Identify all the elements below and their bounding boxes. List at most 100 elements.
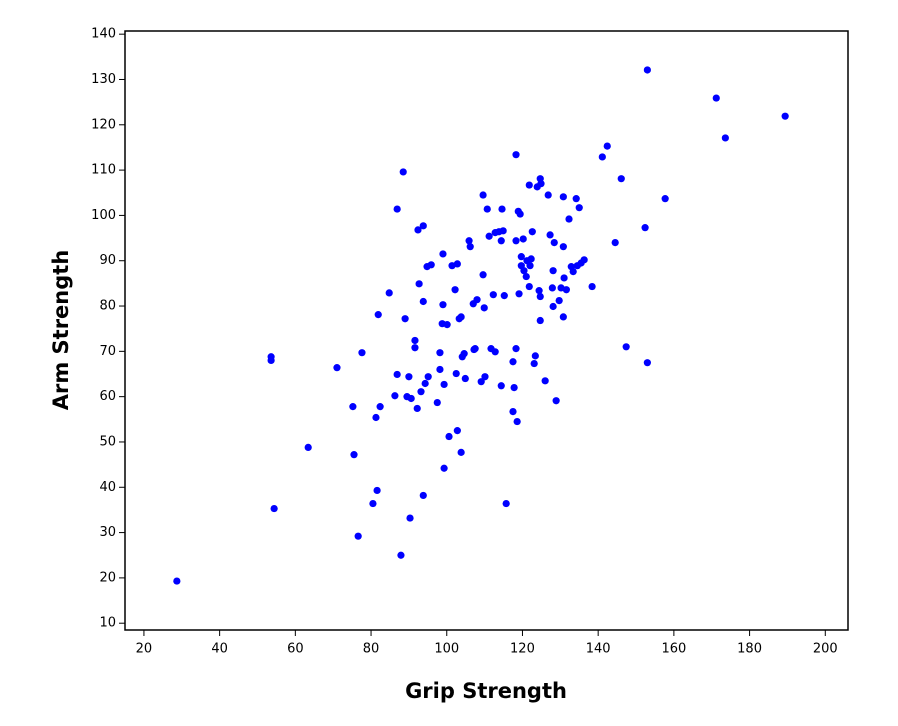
point	[512, 237, 520, 245]
point	[401, 315, 409, 323]
point	[519, 235, 527, 243]
point	[436, 349, 444, 357]
x-axis-label: Grip Strength	[405, 679, 567, 703]
point	[512, 345, 520, 353]
point	[440, 380, 448, 389]
point	[517, 253, 525, 261]
point	[641, 224, 649, 232]
point	[445, 432, 453, 441]
point	[588, 282, 596, 291]
point	[537, 180, 545, 188]
x-tick-label: 180	[737, 642, 762, 657]
x-tick-label: 160	[661, 642, 686, 657]
point	[415, 280, 423, 288]
point	[516, 210, 524, 218]
point	[414, 226, 422, 234]
point	[419, 222, 427, 230]
point	[530, 359, 538, 368]
point	[399, 168, 407, 176]
point	[528, 228, 536, 236]
y-tick-label: 30	[99, 525, 116, 540]
point	[611, 238, 619, 247]
point	[433, 398, 441, 407]
point	[374, 311, 382, 319]
point	[497, 382, 505, 390]
y-tick-label: 90	[99, 253, 116, 268]
point	[267, 356, 275, 365]
point	[436, 365, 444, 374]
point	[535, 287, 543, 295]
x-tick-label: 20	[136, 642, 153, 657]
point	[562, 286, 570, 294]
point	[526, 262, 534, 270]
point	[439, 301, 447, 309]
x-tick-label: 80	[363, 642, 380, 657]
point	[497, 237, 505, 245]
point	[385, 289, 393, 297]
point	[413, 404, 421, 413]
point	[512, 151, 520, 159]
point	[407, 394, 415, 403]
x-tick-label: 140	[586, 642, 611, 657]
plot-frame	[124, 30, 849, 631]
point	[349, 403, 357, 411]
point	[479, 191, 487, 199]
point	[372, 413, 380, 422]
point	[393, 205, 401, 213]
x-tick-label: 60	[287, 642, 304, 657]
point	[439, 250, 447, 258]
y-tick-label: 130	[91, 72, 116, 87]
point	[491, 348, 499, 356]
point	[622, 343, 630, 351]
point	[393, 370, 401, 379]
point	[541, 377, 549, 385]
point	[358, 349, 366, 357]
point	[569, 267, 577, 276]
point	[548, 284, 556, 292]
point	[536, 292, 544, 301]
point	[502, 499, 510, 508]
point	[522, 272, 530, 281]
point	[565, 215, 573, 223]
point	[424, 373, 432, 381]
y-tick-label: 100	[91, 208, 116, 223]
point	[457, 448, 465, 456]
point	[510, 383, 518, 392]
x-tick-label: 100	[434, 642, 459, 657]
point	[473, 296, 481, 304]
point	[781, 112, 789, 120]
point	[457, 313, 465, 321]
point	[513, 417, 521, 426]
point	[481, 373, 489, 381]
point	[721, 134, 729, 142]
point	[520, 267, 528, 275]
point	[549, 267, 557, 275]
point	[270, 504, 278, 513]
y-tick-label: 80	[99, 299, 116, 314]
point	[712, 94, 720, 102]
point	[515, 290, 523, 298]
y-tick-label: 70	[99, 344, 116, 359]
point	[411, 344, 419, 352]
point	[417, 388, 425, 396]
point	[525, 181, 533, 189]
point	[460, 350, 468, 358]
point	[559, 313, 567, 321]
point	[376, 403, 384, 411]
point	[483, 205, 491, 213]
y-axis-label: Arm Strength	[49, 250, 73, 411]
point	[451, 286, 459, 294]
point	[525, 282, 533, 291]
y-tick-label: 110	[91, 163, 116, 178]
point	[603, 142, 611, 150]
point	[559, 243, 567, 251]
point	[471, 345, 479, 353]
y-tick-label: 60	[99, 389, 116, 404]
point	[477, 378, 485, 386]
point	[531, 352, 539, 360]
point	[661, 195, 669, 203]
point	[499, 227, 507, 235]
point	[575, 204, 583, 212]
point	[643, 66, 651, 74]
